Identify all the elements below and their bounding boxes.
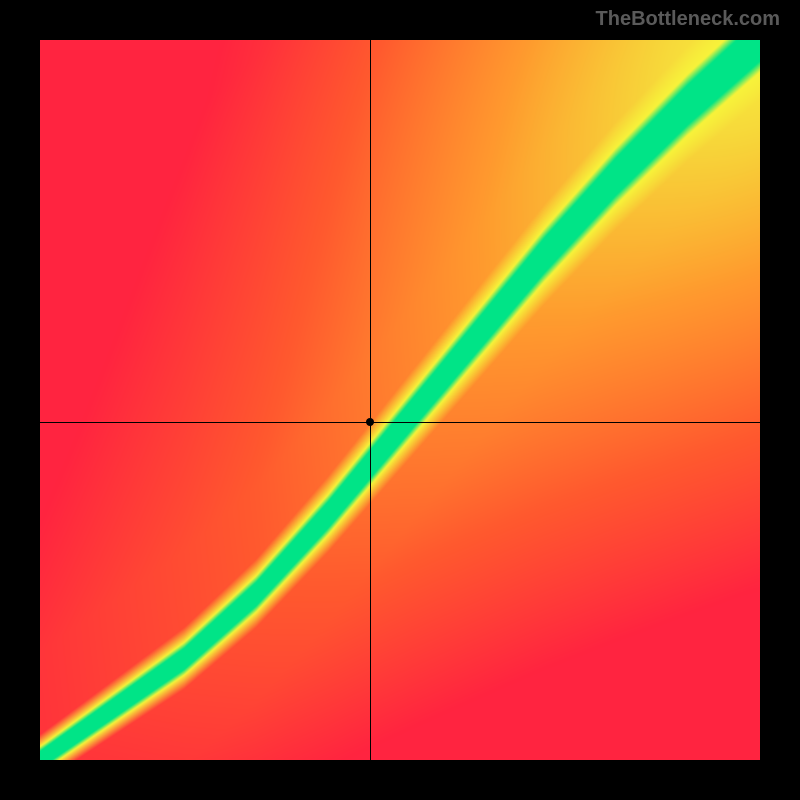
plot-area xyxy=(40,40,760,760)
marker-dot xyxy=(366,418,374,426)
chart-frame: TheBottleneck.com xyxy=(0,0,800,800)
crosshair-horizontal xyxy=(40,422,760,423)
watermark: TheBottleneck.com xyxy=(596,8,780,31)
crosshair-vertical xyxy=(370,40,371,760)
heatmap-canvas xyxy=(40,40,760,760)
